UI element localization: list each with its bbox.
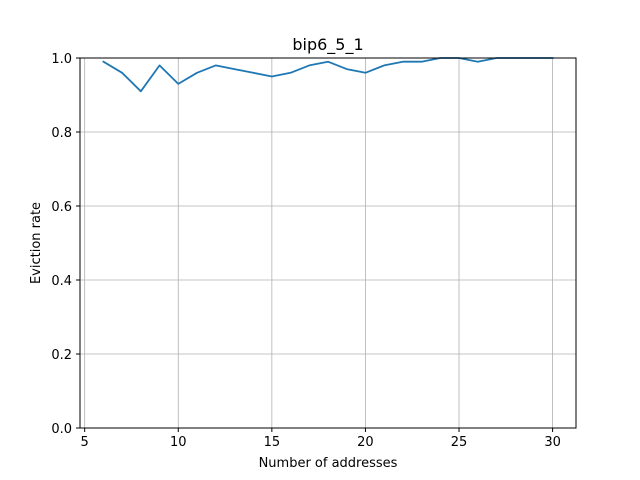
x-tick-label: 25 <box>451 435 468 450</box>
y-axis: 0.0 0.2 0.4 0.6 0.8 1.0 <box>51 52 80 437</box>
x-tick-label: 5 <box>81 435 89 450</box>
plot-area <box>80 58 576 428</box>
y-tick-label: 0.8 <box>51 126 72 141</box>
y-tick-label: 0.4 <box>51 274 72 289</box>
y-tick-label: 1.0 <box>51 52 72 67</box>
y-tick-label: 0.0 <box>51 422 72 437</box>
x-tick-label: 30 <box>544 435 561 450</box>
y-axis-label: Eviction rate <box>29 202 44 284</box>
grid-lines <box>80 57 576 429</box>
y-tick-label: 0.2 <box>51 348 72 363</box>
x-axis: 5 10 15 20 25 30 <box>81 428 561 450</box>
y-tick-label: 0.6 <box>51 200 72 215</box>
x-tick-label: 15 <box>264 435 281 450</box>
plot-frame <box>79 57 577 429</box>
x-tick-label: 10 <box>170 435 187 450</box>
series-layer <box>102 57 554 93</box>
series-line-0 <box>102 57 554 93</box>
chart-title: bip6_5_1 <box>292 35 363 55</box>
x-axis-label: Number of addresses <box>259 456 398 471</box>
x-tick-label: 20 <box>357 435 374 450</box>
